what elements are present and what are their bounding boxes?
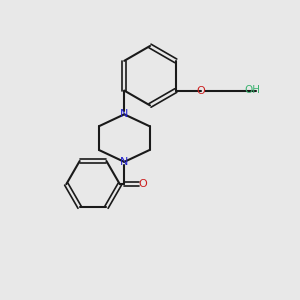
Text: O: O <box>196 85 206 96</box>
Text: O: O <box>138 179 147 189</box>
Text: N: N <box>120 109 128 119</box>
Text: OH: OH <box>244 85 260 95</box>
Text: N: N <box>120 157 128 167</box>
